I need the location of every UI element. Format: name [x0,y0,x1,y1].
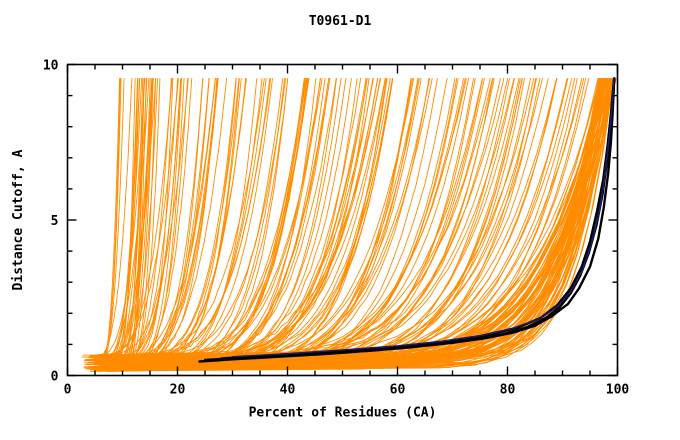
model-curve [96,78,219,357]
model-curve [130,78,614,369]
model-curve [116,78,459,356]
x-tick-label: 0 [64,383,72,398]
model-curve [84,78,606,358]
x-tick-label: 20 [170,383,186,398]
ensemble-curves [81,78,617,372]
x-tick-label: 40 [280,383,296,398]
y-axis-title: Distance Cutoff, A [11,149,26,290]
axis-titles: Percent of Residues (CA) Distance Cutoff,… [11,149,436,420]
chart-title: T0961-D1 [308,14,372,29]
model-curve [95,78,614,364]
tick-labels: 0 20 40 60 80 100 0 5 10 [43,59,630,398]
x-axis-title: Percent of Residues (CA) [249,406,437,421]
x-tick-label: 80 [500,383,516,398]
y-tick-label: 0 [51,370,59,385]
highlight-curves [198,77,616,363]
y-tick-label: 10 [43,59,59,74]
x-tick-label: 60 [390,383,406,398]
axis-frame [66,63,619,377]
model-curve [97,78,122,359]
model-curve [122,78,154,368]
model-curve [190,78,613,362]
model-curve [145,78,614,357]
x-tick-label: 100 [606,383,630,398]
highlight-curve [231,77,615,358]
model-curve [109,78,153,357]
model-curve [158,78,611,370]
model-curve [95,78,189,356]
model-curve [119,78,419,371]
y-tick-label: 5 [51,214,59,229]
